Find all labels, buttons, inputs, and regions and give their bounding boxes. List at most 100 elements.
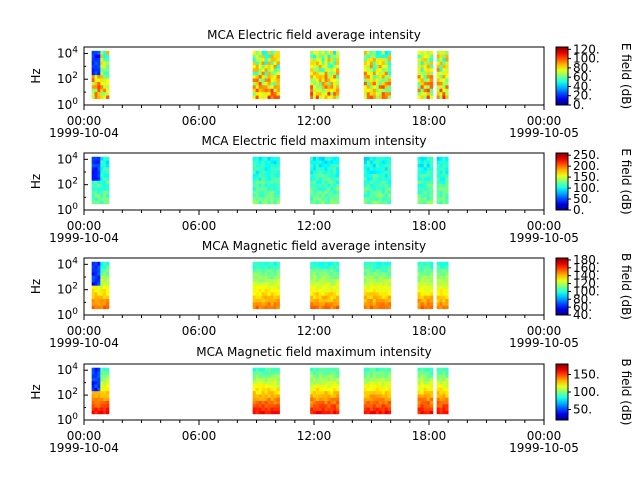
spectrogram-cell [315, 265, 320, 269]
spectrogram-cell [270, 78, 274, 82]
spectrogram-cell [276, 74, 280, 79]
spectrogram-cell [417, 305, 421, 310]
spectrogram-cell [97, 163, 101, 168]
spectrogram-cell [261, 64, 265, 69]
spectrogram-cell [261, 186, 265, 191]
spectrogram-cell [273, 400, 277, 405]
spectrogram-cell [276, 298, 280, 303]
spectrogram-cell [330, 377, 334, 382]
spectrogram-cell [423, 275, 428, 279]
spectrogram-cell [387, 193, 392, 198]
spectrogram-cell [387, 200, 392, 205]
spectrogram-cell [255, 390, 260, 395]
spectrogram-cell [436, 186, 440, 191]
spectrogram-cell [103, 84, 107, 89]
spectrogram-cell [369, 186, 374, 191]
spectrogram-cell [429, 403, 434, 408]
spectrogram-cell [439, 387, 443, 392]
spectrogram-cell [261, 288, 265, 293]
spectrogram-cell [363, 71, 368, 76]
spectrogram-cell [369, 281, 374, 286]
spectrogram-cell [318, 268, 323, 273]
spectrogram-cell [321, 88, 325, 93]
spectrogram-cell [97, 261, 101, 266]
spectrogram-cell [372, 176, 377, 181]
spectrogram-cell [97, 410, 101, 415]
spectrogram-cell [318, 156, 323, 161]
spectrogram-cell [381, 176, 386, 181]
spectrogram-cell [94, 367, 98, 372]
spectrogram-cell [100, 160, 104, 164]
spectrogram-cell [384, 71, 389, 76]
spectrogram-cell [381, 57, 386, 62]
spectrogram-cell [336, 268, 340, 273]
spectrogram-cell [273, 291, 277, 296]
spectrogram-cell [426, 285, 431, 289]
spectrogram-cell [103, 170, 107, 174]
spectrogram-cell [252, 163, 257, 168]
spectrogram-cell [100, 288, 104, 293]
spectrogram-cell [264, 160, 268, 164]
spectrogram-cell [91, 295, 95, 300]
spectrogram-cell [375, 298, 380, 303]
spectrogram-cell [310, 193, 314, 198]
spectrogram-cell [363, 281, 368, 286]
spectrogram-cell [94, 88, 98, 93]
spectrogram-cell [426, 301, 431, 306]
spectrogram-cell [264, 78, 268, 82]
spectrogram-cell [267, 160, 271, 164]
spectrogram-cell [387, 176, 392, 181]
spectrogram-cell [429, 377, 434, 382]
spectrogram-cell [270, 374, 274, 378]
spectrogram-cell [330, 387, 334, 392]
spectrogram-cell [436, 384, 440, 388]
spectrogram-cell [417, 394, 421, 398]
spectrogram-cell [97, 200, 101, 205]
spectrogram-cell [381, 190, 386, 195]
spectrogram-cell [372, 410, 377, 415]
spectrogram-cell [273, 170, 277, 174]
spectrogram-cell [258, 74, 263, 79]
spectrogram-cell [366, 387, 371, 392]
spectrogram-cell [100, 61, 104, 65]
spectrogram-cell [324, 407, 328, 411]
spectrogram-cell [321, 275, 325, 279]
spectrogram-cell [436, 163, 440, 168]
spectrogram-cell [261, 50, 265, 55]
spectrogram-cell [429, 54, 434, 59]
spectrogram-cell [426, 78, 431, 82]
spectrogram-cell [313, 265, 317, 269]
spectrogram-cell [381, 400, 386, 405]
spectrogram-cell [366, 180, 371, 184]
spectrogram-cell [270, 190, 274, 195]
spectrogram-cell [273, 261, 277, 266]
spectrogram-cell [363, 196, 368, 201]
spectrogram-cell [258, 271, 263, 276]
spectrogram-cell [333, 166, 337, 171]
spectrogram-cell [318, 88, 323, 93]
spectrogram-cell [97, 271, 101, 276]
spectrogram-cell [384, 275, 389, 279]
spectrogram-cell [327, 84, 331, 89]
spectrogram-cell [336, 367, 340, 372]
spectrogram-cell [270, 173, 274, 178]
spectrogram-cell [423, 88, 428, 93]
spectrogram-cell [267, 410, 271, 415]
spectrogram-cell [420, 261, 425, 266]
spectrogram-cell [429, 61, 434, 65]
spectrogram-cell [426, 295, 431, 300]
spectrogram-cell [381, 67, 386, 72]
spectrogram-cell [94, 285, 98, 289]
spectrogram-cell [369, 265, 374, 269]
spectrogram-cell [267, 54, 271, 59]
spectrogram-cell [369, 163, 374, 168]
spectrogram-cell [324, 390, 328, 395]
spectrogram-cell [318, 160, 323, 164]
spectrogram-cell [384, 78, 389, 82]
spectrogram-cell [97, 397, 101, 402]
spectrogram-cell [252, 57, 257, 62]
spectrogram-cell [445, 387, 449, 392]
spectrogram-cell [439, 403, 443, 408]
spectrogram-cell [264, 394, 268, 398]
spectrogram-cell [327, 285, 331, 289]
